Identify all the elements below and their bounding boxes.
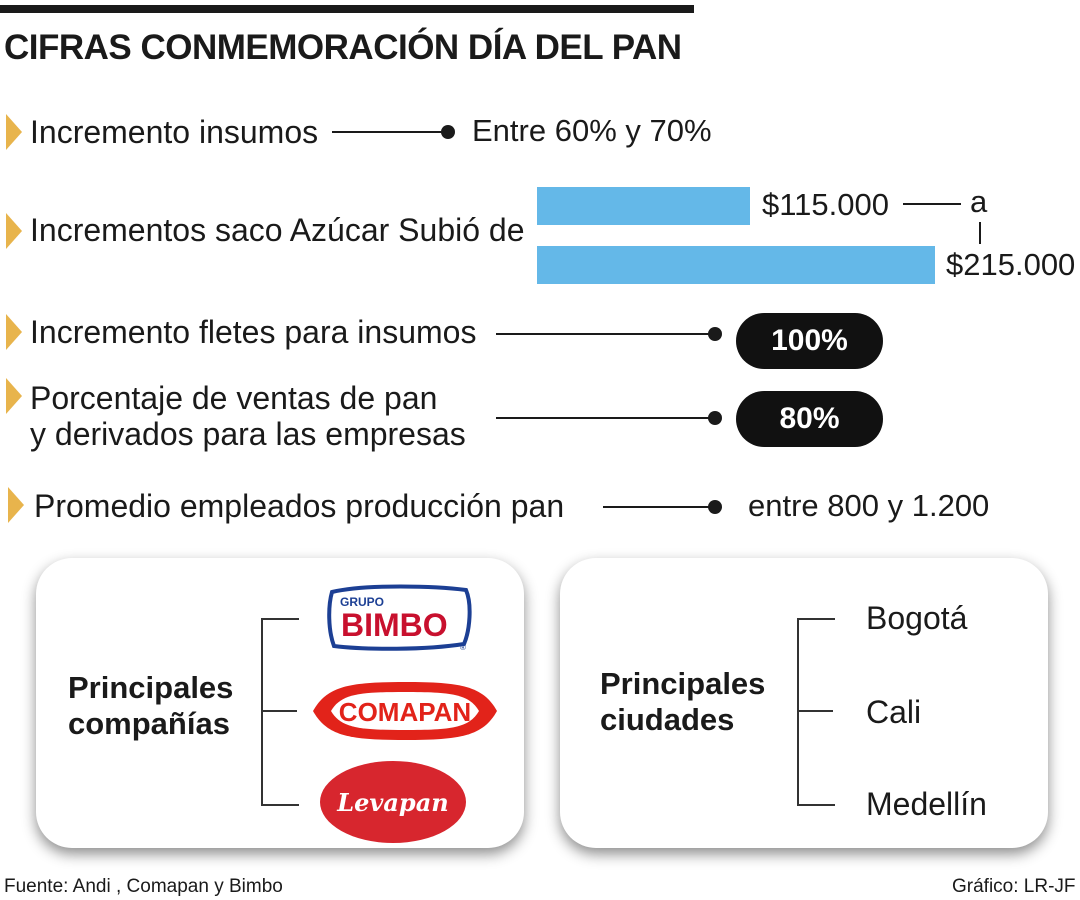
badge-ventas-text: 80% <box>779 402 840 435</box>
city-item: Bogotá <box>866 600 968 636</box>
row-label-empleados: Promedio empleados producción pan <box>34 488 565 524</box>
row-label-ventas-1: Porcentaje de ventas de pan <box>30 380 438 416</box>
row-label-insumos: Incremento insumos <box>30 114 319 150</box>
bullet-triangle-icon <box>6 314 22 350</box>
connector-line <box>496 333 714 335</box>
top-rule <box>0 5 694 13</box>
bimbo-logo-main-text: BIMBO <box>341 607 448 643</box>
connector-dot <box>708 327 722 341</box>
value-from: $115.000 <box>762 187 889 222</box>
bullet-triangle-icon <box>6 114 22 150</box>
levapan-logo-graphic: Levapan <box>320 761 466 843</box>
row-label-azucar: Incrementos saco Azúcar Subió de <box>30 212 525 248</box>
bullet-triangle-icon <box>8 487 24 523</box>
bimbo-logo-graphic: GRUPO BIMBO ® <box>327 584 472 652</box>
bullet-triangle-icon <box>6 213 22 249</box>
companies-title-line2: compañías <box>68 706 230 741</box>
cities-title-line1: Principales <box>600 666 766 701</box>
connector-line <box>603 506 715 508</box>
city-item: Cali <box>866 694 922 730</box>
connector-a: a <box>970 184 988 219</box>
connector-line <box>332 131 446 133</box>
value-empleados: entre 800 y 1.200 <box>748 488 990 523</box>
levapan-logo-text: Levapan <box>336 788 448 817</box>
connector-dot <box>441 125 455 139</box>
bimbo-logo-top-text: GRUPO <box>340 595 384 609</box>
connector-dot <box>708 411 722 425</box>
cities-title-line2: ciudades <box>600 702 735 737</box>
bar-from <box>537 187 750 225</box>
credit-note: Gráfico: LR-JF <box>952 876 1076 897</box>
connector-line <box>496 417 714 419</box>
page-title: CIFRAS CONMEMORACIÓN DÍA DEL PAN <box>4 28 682 67</box>
badge-fletes-text: 100% <box>771 324 848 357</box>
comapan-logo-text: COMAPAN <box>339 697 471 727</box>
value-insumos: Entre 60% y 70% <box>472 113 712 148</box>
city-item: Medellín <box>866 786 987 822</box>
levapan-logo: Levapan <box>318 760 468 844</box>
badge-ventas: 80% <box>736 391 883 447</box>
cities-bracket-tick <box>799 710 833 712</box>
value-to: $215.000 <box>946 247 1076 282</box>
bimbo-logo-reg: ® <box>460 643 466 652</box>
row-label-fletes: Incremento fletes para insumos <box>30 314 477 350</box>
cities-card <box>560 558 1048 848</box>
row-label-ventas-2: y derivados para las empresas <box>30 416 466 452</box>
connector-dot <box>708 500 722 514</box>
comapan-logo-graphic: COMAPAN <box>313 682 497 740</box>
bimbo-logo: GRUPO BIMBO ® <box>326 584 472 652</box>
companies-bracket <box>261 618 299 806</box>
bar-to <box>537 246 935 284</box>
comapan-logo: COMAPAN <box>309 680 501 742</box>
connector-line <box>903 203 961 205</box>
source-note: Fuente: Andi , Comapan y Bimbo <box>4 876 283 897</box>
companies-title-line1: Principales <box>68 670 234 705</box>
bullet-triangle-icon <box>6 378 22 414</box>
companies-bracket-tick <box>263 710 297 712</box>
badge-fletes: 100% <box>736 313 883 369</box>
cities-bracket <box>797 618 835 806</box>
connector-vertical <box>979 222 981 244</box>
